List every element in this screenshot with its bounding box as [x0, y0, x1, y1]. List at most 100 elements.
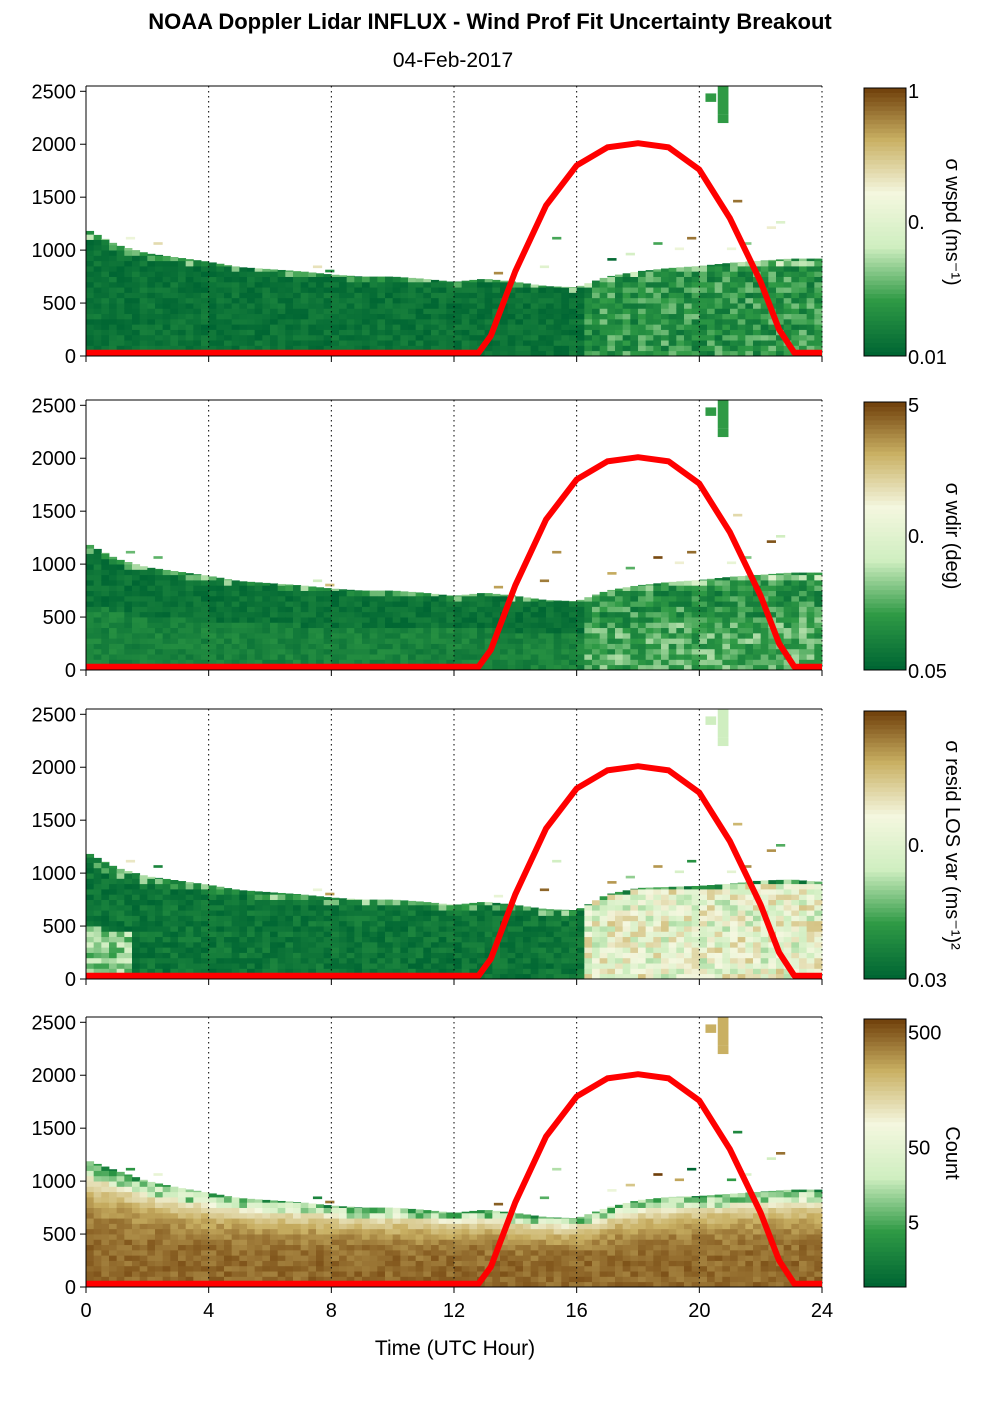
heatmap-cell	[185, 904, 194, 911]
heatmap-cell	[231, 648, 240, 655]
heatmap-cell	[224, 617, 233, 623]
heatmap-cell	[438, 920, 447, 927]
heatmap-cell	[599, 957, 608, 964]
heatmap-cell	[147, 654, 156, 660]
heatmap-cell	[124, 297, 133, 304]
heatmap-cell	[615, 308, 624, 315]
colorbar-step	[864, 647, 906, 653]
heatmap-cell	[461, 313, 470, 320]
heatmap-cell	[515, 345, 524, 352]
heatmap-cell	[132, 643, 141, 650]
heatmap-cell	[277, 952, 286, 959]
heatmap-cell	[132, 276, 141, 283]
heatmap-cell	[607, 973, 616, 980]
heatmap-cell	[392, 963, 401, 969]
heatmap-cell	[377, 926, 386, 932]
heatmap-cell	[477, 611, 486, 618]
heatmap-cell	[293, 894, 302, 900]
heatmap-cell	[691, 585, 700, 591]
heatmap-cell	[691, 324, 700, 330]
heatmap-cell	[515, 622, 524, 629]
heatmap-cell	[745, 920, 754, 927]
heatmap-cell	[569, 632, 578, 639]
heatmap-cell	[630, 899, 639, 906]
heatmap-cell	[638, 287, 647, 293]
heatmap-cell	[707, 266, 716, 272]
heatmap-cell	[653, 643, 662, 650]
heatmap-cell	[699, 926, 708, 932]
heatmap-cell	[576, 908, 585, 911]
heatmap-cell	[546, 606, 555, 613]
heatmap-cell	[515, 915, 524, 922]
heatmap-cell	[538, 285, 547, 288]
heatmap-cell	[714, 340, 723, 346]
heatmap-cell	[270, 952, 279, 959]
heatmap-cell	[645, 973, 654, 980]
heatmap-cell	[116, 260, 125, 267]
heatmap-cell	[515, 627, 524, 634]
colorbar-step	[864, 544, 906, 550]
heatmap-cell	[469, 963, 478, 969]
heatmap-cell	[454, 654, 463, 660]
heatmap-cell	[201, 580, 210, 586]
heatmap-cell	[369, 915, 378, 922]
heatmap-cell	[561, 664, 570, 671]
heatmap-cell	[745, 648, 754, 655]
heatmap-cell	[124, 871, 133, 874]
heatmap-cell	[507, 973, 516, 980]
heatmap-cell	[737, 659, 746, 666]
heatmap-cell	[224, 889, 233, 895]
heatmap-cell	[730, 308, 739, 315]
heatmap-cell	[277, 936, 286, 943]
heatmap-cell	[599, 611, 608, 618]
heatmap-cell	[293, 941, 302, 948]
heatmap-cell	[216, 931, 225, 938]
heatmap-cell	[147, 569, 156, 576]
heatmap-cell	[86, 957, 95, 964]
colorbar-frame	[863, 401, 907, 671]
heatmap-cell	[101, 899, 110, 906]
heatmap-cell	[592, 324, 601, 330]
heatmap-cell	[530, 350, 539, 357]
heatmap-cell	[668, 643, 677, 650]
heatmap-cell	[323, 611, 332, 618]
heatmap-cell	[454, 318, 463, 325]
heatmap-cell	[308, 340, 317, 346]
heatmap-cell	[438, 622, 447, 629]
heatmap-cell	[553, 297, 562, 304]
heatmap-cell	[622, 303, 631, 309]
heatmap-cell	[162, 622, 171, 629]
heatmap-cell	[323, 931, 332, 938]
heatmap-cell	[147, 936, 156, 943]
heatmap-cell	[178, 632, 187, 639]
heatmap-cell	[185, 585, 194, 591]
heatmap-cell	[339, 627, 348, 634]
heatmap-cell	[86, 941, 95, 948]
heatmap-cell	[569, 664, 578, 671]
heatmap-cell	[668, 318, 677, 325]
heatmap-cell	[408, 313, 417, 320]
heatmap-cell	[707, 350, 716, 357]
heatmap-cell	[538, 931, 547, 938]
heatmap-cell	[461, 595, 470, 602]
heatmap-cell	[469, 952, 478, 959]
heatmap-cell	[124, 564, 133, 570]
heatmap-cell	[216, 580, 225, 586]
heatmap-cell	[653, 889, 662, 895]
heatmap-cell	[622, 329, 631, 336]
heatmap-cell	[293, 611, 302, 618]
heatmap-cell	[316, 590, 325, 597]
heatmap-cell	[661, 643, 670, 650]
heatmap-cell	[615, 595, 624, 602]
heatmap-cell	[93, 952, 102, 959]
heatmap-cell	[132, 250, 141, 256]
heatmap-cell	[530, 926, 539, 932]
heatmap-cell	[354, 659, 363, 666]
heatmap-cell	[438, 340, 447, 346]
heatmap-cell	[308, 308, 317, 315]
heatmap-cell	[208, 276, 217, 283]
heatmap-cell	[645, 324, 654, 330]
heatmap-cell	[668, 654, 677, 660]
heatmap-cell	[615, 947, 624, 953]
heatmap-cell	[339, 329, 348, 336]
